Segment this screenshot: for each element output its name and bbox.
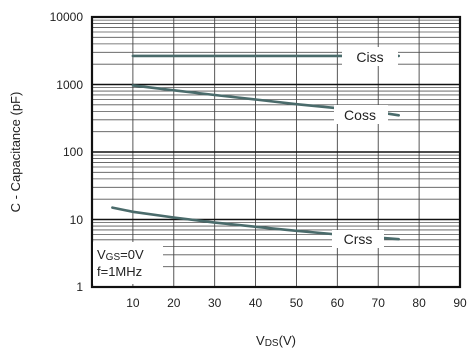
x-tick-label: 50 bbox=[290, 296, 304, 310]
x-axis-title-main: V bbox=[256, 333, 265, 348]
x-tick-label: 30 bbox=[208, 296, 222, 310]
series-label-coss: Coss bbox=[344, 107, 376, 123]
x-tick-label: 70 bbox=[372, 296, 386, 310]
condition-frequency: f=1MHz bbox=[97, 264, 142, 279]
y-tick-label: 1 bbox=[76, 280, 83, 294]
x-tick-label: 60 bbox=[331, 296, 345, 310]
condition-vgs-main: V bbox=[97, 247, 106, 262]
y-axis-title: C - Capacitance (pF) bbox=[8, 92, 23, 213]
x-axis-title-sub: DS bbox=[265, 338, 279, 349]
series-label-crss: Crss bbox=[344, 231, 373, 247]
label-ciss-group: Ciss bbox=[342, 47, 398, 66]
y-tick-label: 1000 bbox=[56, 78, 83, 92]
condition-vgs-rest: =0V bbox=[120, 247, 144, 262]
x-tick-label: 40 bbox=[249, 296, 263, 310]
y-tick-label: 10000 bbox=[50, 10, 84, 24]
x-axis-title-unit: (V) bbox=[279, 333, 296, 348]
x-tick-labels: 10 20 30 40 50 60 70 80 90 bbox=[126, 296, 467, 310]
x-tick-label: 20 bbox=[167, 296, 181, 310]
condition-vgs: VGS=0V bbox=[97, 247, 144, 263]
condition-vgs-sub: GS bbox=[106, 252, 121, 263]
y-tick-label: 100 bbox=[63, 145, 83, 159]
x-tick-label: 10 bbox=[126, 296, 140, 310]
x-axis-title: VDS(V) bbox=[256, 333, 296, 349]
y-tick-labels: 10000 1000 100 10 1 bbox=[50, 10, 84, 294]
conditions-background bbox=[93, 242, 163, 284]
plot-frame bbox=[90, 15, 462, 289]
series-label-ciss: Ciss bbox=[356, 49, 383, 65]
major-grid bbox=[92, 83, 460, 221]
conditions-box: VGS=0V f=1MHz bbox=[93, 242, 163, 284]
x-tick-label: 90 bbox=[453, 296, 467, 310]
label-crss-background bbox=[332, 230, 384, 248]
y-tick-label: 10 bbox=[70, 213, 84, 227]
label-coss-background bbox=[334, 105, 388, 124]
label-crss-group: Crss bbox=[332, 230, 384, 248]
label-coss-group: Coss bbox=[334, 105, 388, 124]
x-tick-label: 80 bbox=[412, 296, 426, 310]
label-ciss-background bbox=[342, 47, 398, 66]
